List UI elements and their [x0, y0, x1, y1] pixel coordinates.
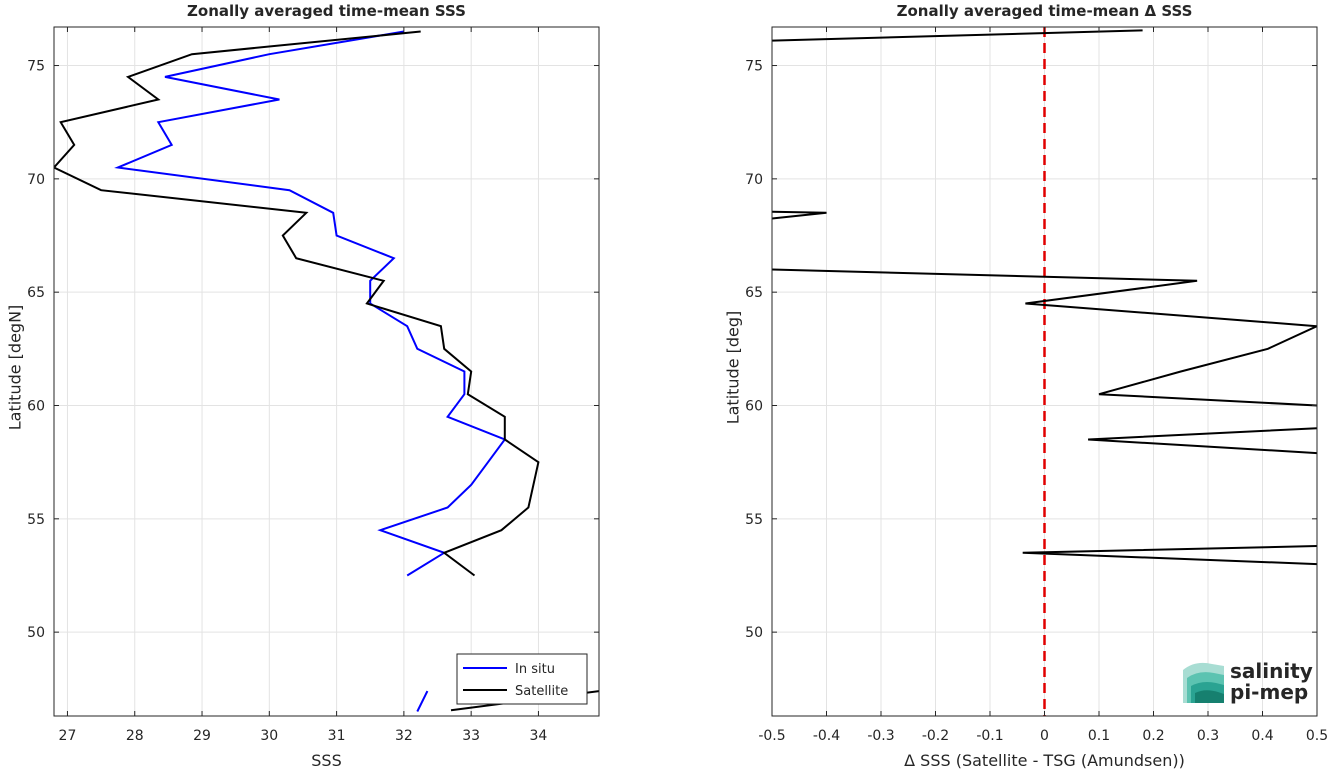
legend: In situ Satellite — [456, 653, 588, 705]
y-axis-label: Latitude [degN] — [6, 305, 25, 431]
sss-chart: 27 28 29 30 31 32 33 34 50 55 60 65 70 75 Zonally aver… — [6, 2, 600, 769]
x-tick-label: 32 — [395, 728, 413, 744]
chart-title: Zonally averaged time-mean Δ SSS — [897, 2, 1193, 20]
watermark-line2: pi-mep — [1230, 680, 1308, 704]
x-axis-label: Δ SSS (Satellite - TSG (Amundsen)) — [904, 751, 1185, 769]
y-tick-label: 55 — [27, 512, 45, 528]
x-tick-label: -0.4 — [813, 728, 840, 744]
x-tick-label: 34 — [530, 728, 548, 744]
x-tick-label: -0.3 — [867, 728, 894, 744]
delta-series-line — [772, 268, 1317, 407]
y-axis-label: Latitude [deg] — [724, 311, 743, 425]
x-tick-label: -0.2 — [922, 728, 949, 744]
y-tick-label: 70 — [27, 172, 45, 188]
satellite-series-line — [54, 30, 540, 577]
delta-series-line — [1022, 545, 1317, 566]
x-tick-label: 0.5 — [1306, 728, 1328, 744]
delta-series-line — [772, 210, 827, 220]
y-tick-label: 75 — [27, 59, 45, 75]
x-tick-label: -0.5 — [758, 728, 785, 744]
salinity-pi-mep-logo: salinity pi-mep — [1183, 659, 1313, 704]
y-tick-label: 50 — [27, 625, 45, 641]
legend-box — [456, 653, 588, 705]
x-tick-label: 30 — [260, 728, 278, 744]
axes-box — [53, 26, 600, 717]
x-tick-label: -0.1 — [976, 728, 1003, 744]
x-tick-label: 31 — [328, 728, 346, 744]
wave-logo-icon — [1183, 662, 1224, 703]
legend-label: In situ — [515, 662, 555, 677]
y-tick-label: 65 — [745, 285, 763, 301]
y-tick-label: 60 — [27, 398, 45, 414]
series-group — [772, 29, 1317, 566]
chart-title: Zonally averaged time-mean SSS — [187, 2, 466, 20]
y-tick-label: 55 — [745, 512, 763, 528]
y-tick-label: 65 — [27, 285, 45, 301]
x-axis-label: SSS — [311, 751, 341, 769]
x-tick-label: 33 — [462, 728, 480, 744]
y-tick-label: 75 — [745, 59, 763, 75]
x-tick-label: 0.3 — [1197, 728, 1219, 744]
in-situ-series-line — [416, 690, 429, 712]
x-tick-label: 0 — [1040, 728, 1049, 744]
legend-label: Satellite — [515, 684, 568, 699]
x-tick-label: 28 — [126, 728, 144, 744]
x-tick-label: 0.2 — [1142, 728, 1164, 744]
y-tick-label: 60 — [745, 398, 763, 414]
x-tick-label: 0.4 — [1251, 728, 1273, 744]
x-tick-label: 29 — [193, 728, 211, 744]
grid — [54, 27, 599, 716]
y-tick-label: 70 — [745, 172, 763, 188]
watermark-line1: salinity — [1230, 659, 1313, 683]
x-tick-label: 0.1 — [1088, 728, 1110, 744]
y-tick-label: 50 — [745, 625, 763, 641]
delta-sss-chart: -0.5 -0.4 -0.3 -0.2 -0.1 0 0.1 0.2 0.3 0.4 0.5 50 55… — [724, 2, 1329, 769]
delta-series-line — [772, 29, 1143, 42]
delta-series-line — [1088, 427, 1317, 455]
x-tick-label: 27 — [59, 728, 77, 744]
